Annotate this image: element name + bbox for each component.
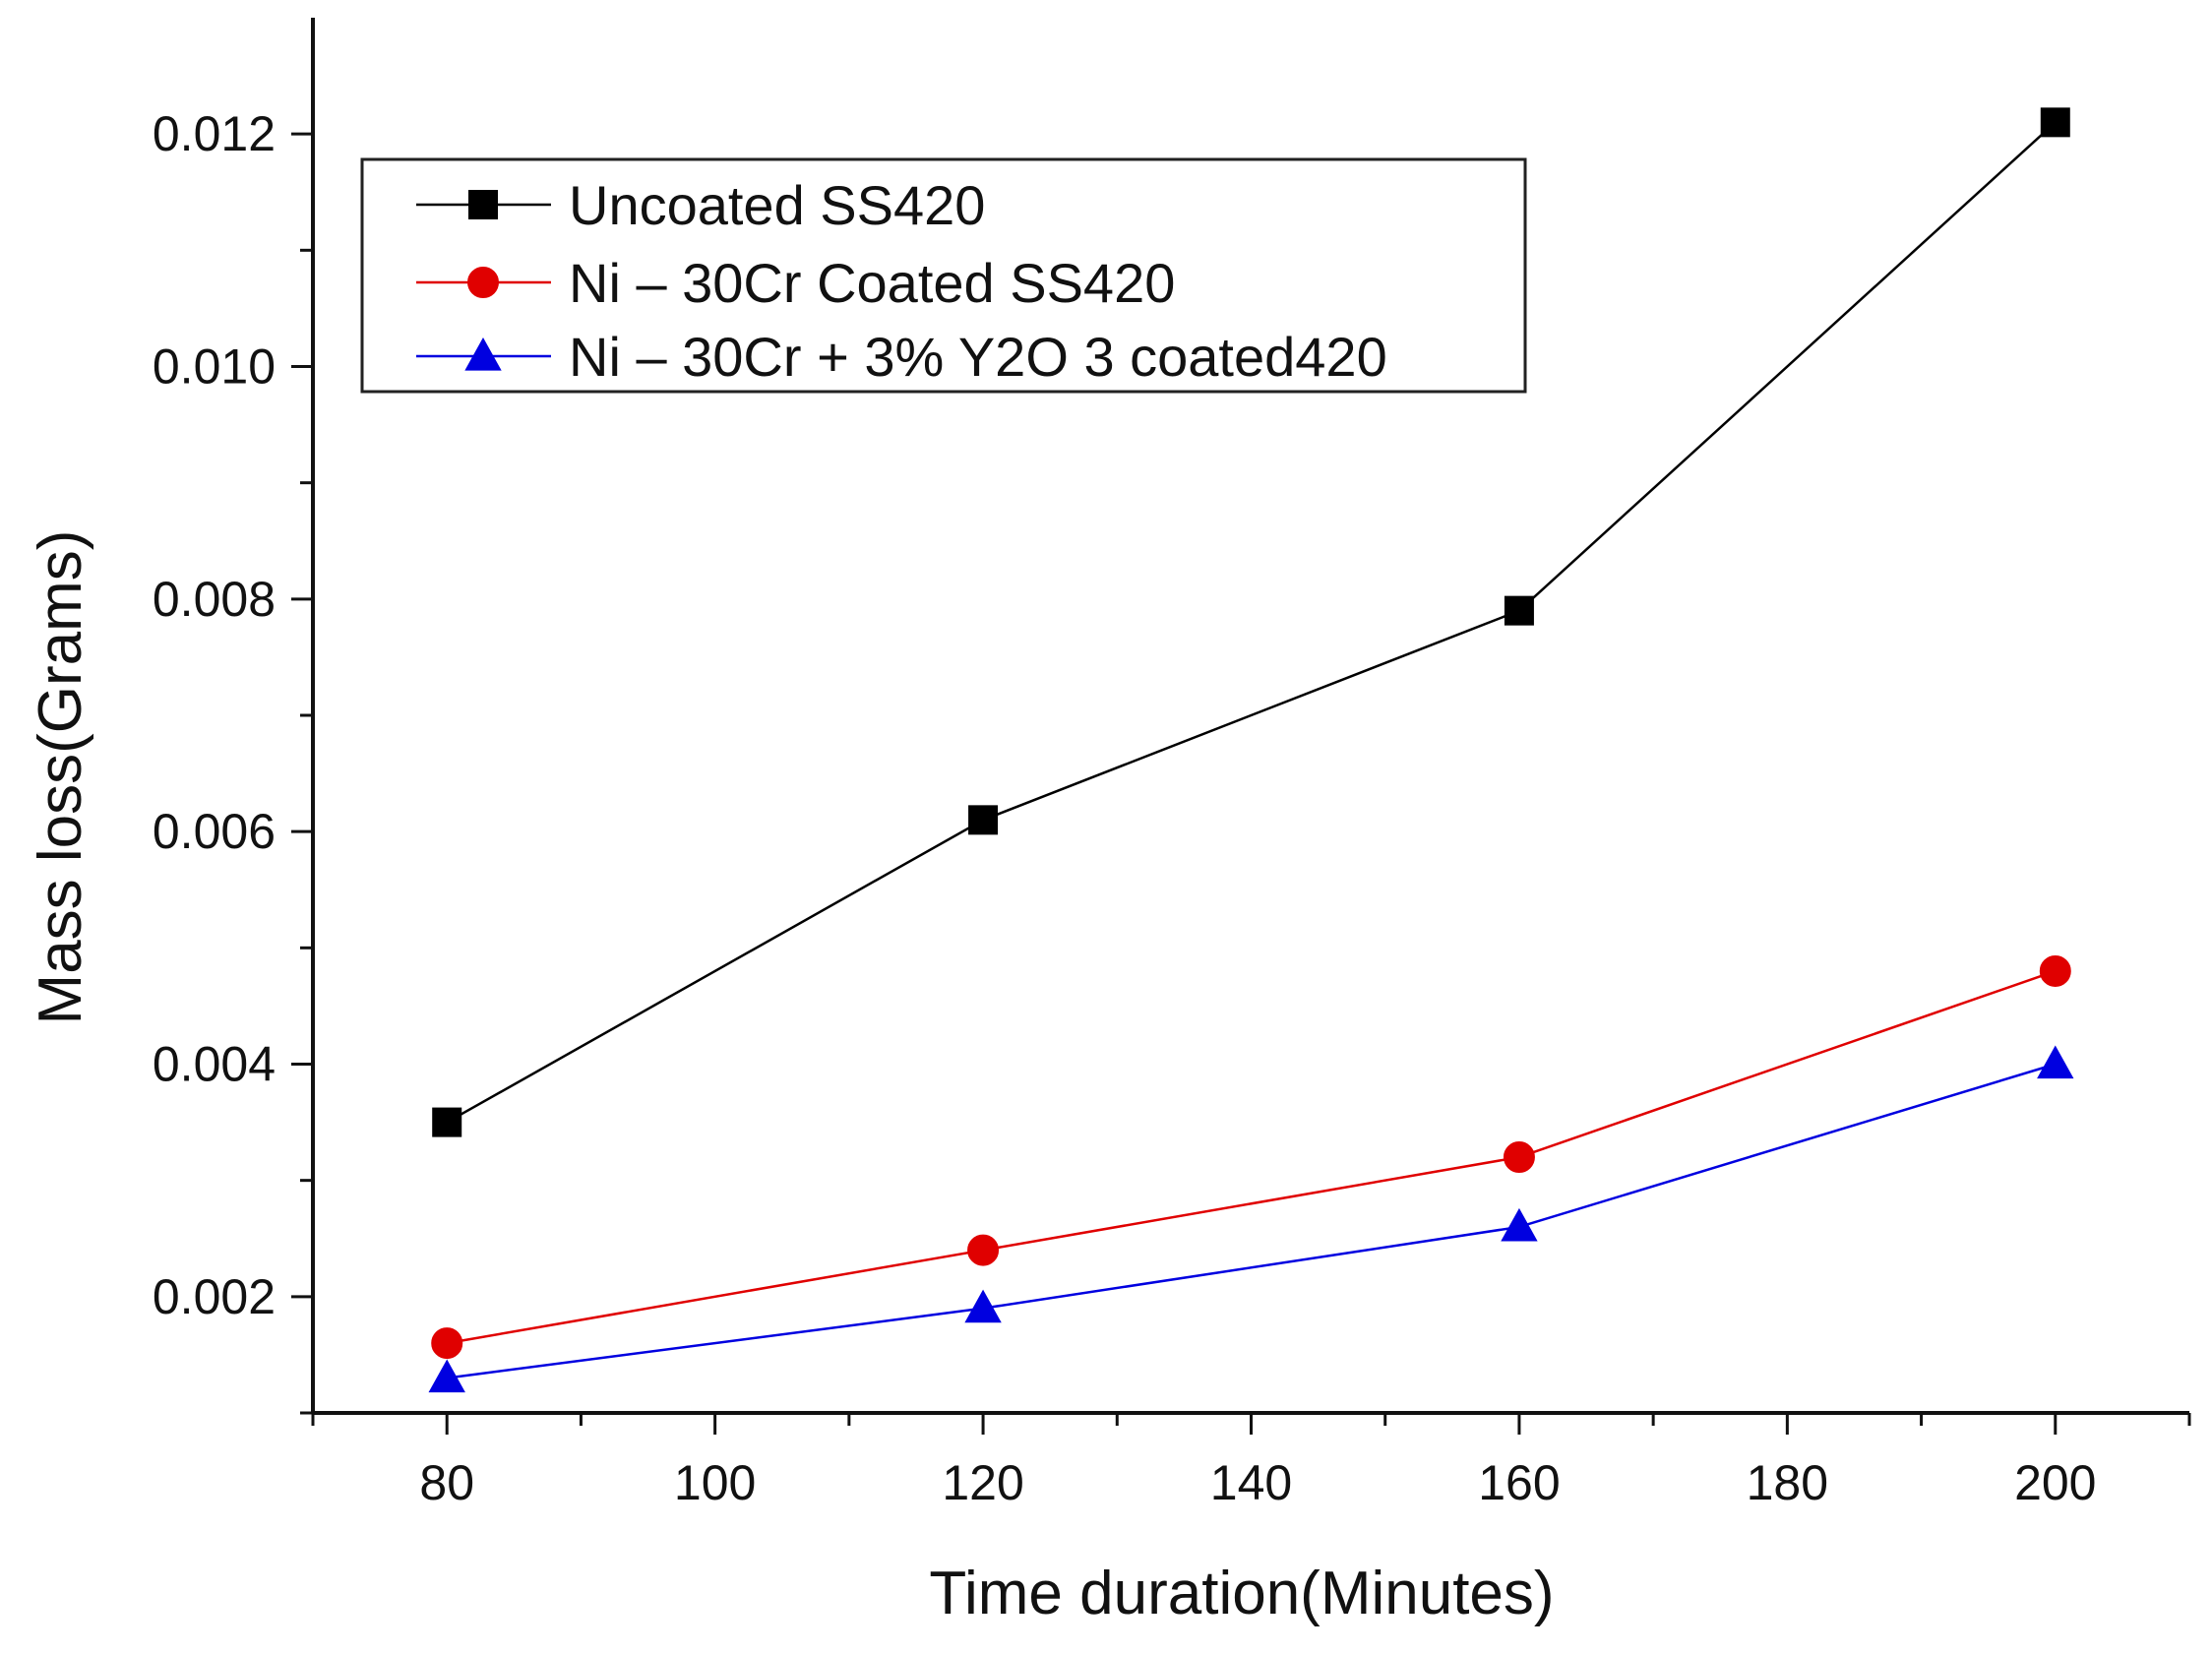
y-tick-label: 0.008 (153, 572, 276, 627)
y-tick-label: 0.012 (153, 106, 276, 161)
series-ni-30cr-y2o3-coated (428, 1045, 2074, 1393)
legend-marker (464, 337, 502, 371)
data-point (1503, 1141, 1535, 1174)
series-line (447, 1063, 2057, 1379)
y-axis-title: Mass loss(Grams) (27, 530, 94, 1025)
x-tick-label: 200 (2014, 1455, 2096, 1510)
legend-item-uncoated-ss420: Uncoated SS420 (416, 174, 985, 236)
data-point (2040, 107, 2070, 138)
series-line (446, 121, 2057, 1124)
x-tick-label: 160 (1478, 1455, 1560, 1510)
data-point (964, 1289, 1002, 1323)
data-point (428, 1359, 465, 1393)
legend-item-ni-30cr-y2o3-coated: Ni – 30Cr + 3% Y2O 3 coated420 (416, 326, 1387, 388)
x-axis-title: Time duration(Minutes) (929, 1560, 1554, 1627)
legend-label: Uncoated SS420 (569, 174, 985, 236)
y-tick-label: 0.002 (153, 1269, 276, 1324)
legend: Uncoated SS420 Ni – 30Cr Coated SS420 Ni –… (360, 157, 1527, 394)
legend-box (360, 157, 1527, 394)
series-ni-30cr-coated (431, 954, 2071, 1360)
x-tick-label: 80 (419, 1455, 474, 1510)
x-tick-label: 180 (1747, 1455, 1828, 1510)
x-tick-label: 100 (674, 1455, 756, 1510)
y-tick-label: 0.010 (153, 339, 276, 395)
ticks: 80 100 120 140 160 180 200 0.002 0.004 0.006 0.008… (153, 106, 2191, 1510)
data-point (2039, 954, 2071, 987)
legend-label: Ni – 30Cr Coated SS420 (569, 252, 1175, 314)
data-point (1501, 1207, 1538, 1242)
data-point (2037, 1045, 2074, 1079)
y-tick-label: 0.004 (153, 1037, 276, 1092)
data-point (1504, 595, 1534, 626)
series-uncoated-ss420 (432, 107, 2070, 1137)
legend-label: Ni – 30Cr + 3% Y2O 3 coated420 (569, 326, 1387, 388)
legend-item-ni-30cr-coated: Ni – 30Cr Coated SS420 (416, 252, 1175, 314)
x-tick-label: 120 (942, 1455, 1023, 1510)
y-tick-label: 0.006 (153, 804, 276, 859)
data-point (432, 1107, 462, 1137)
legend-marker (468, 190, 498, 219)
series-line (447, 969, 2057, 1345)
series (428, 107, 2074, 1393)
data-point (968, 805, 999, 835)
data-point (431, 1327, 463, 1360)
data-point (967, 1234, 1000, 1266)
legend-marker (467, 267, 499, 298)
x-tick-label: 140 (1210, 1455, 1292, 1510)
